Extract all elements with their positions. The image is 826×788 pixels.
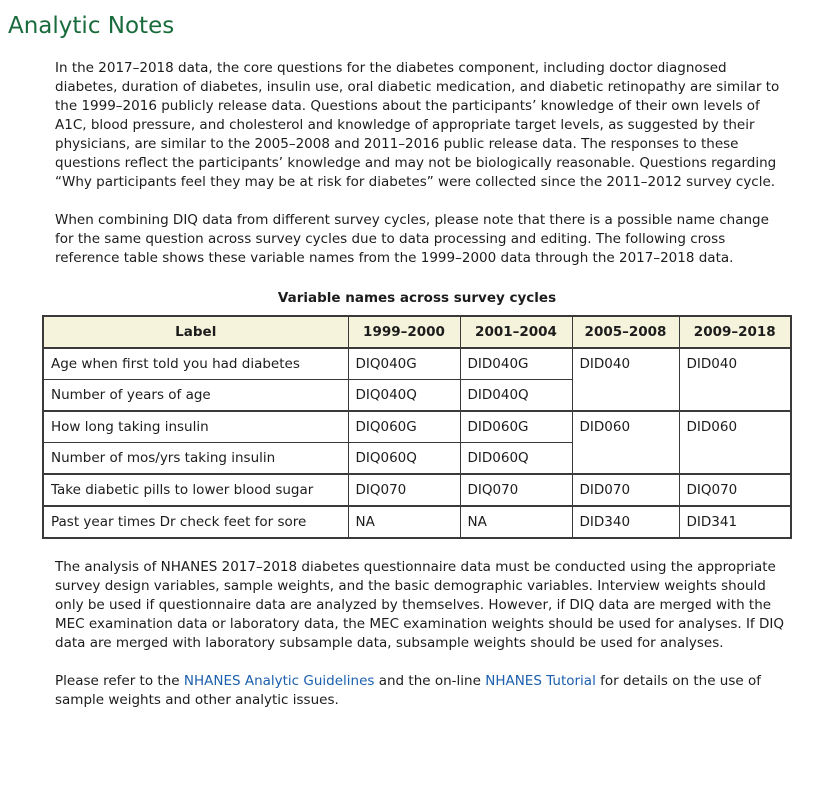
page-title: Analytic Notes — [8, 13, 175, 39]
table-cell: DID070 — [571, 473, 680, 507]
table-cell: DIQ070 — [347, 473, 461, 507]
table-cell: DID040Q — [459, 379, 573, 412]
table-cell: DID060Q — [459, 442, 573, 475]
row-label: How long taking insulin — [42, 410, 349, 443]
table-cell-rowspan: DID060 — [571, 410, 680, 475]
variable-names-table-section: Variable names across survey cycles Labe… — [42, 290, 792, 539]
nhanes-tutorial-link[interactable]: NHANES Tutorial — [485, 673, 596, 689]
row-label: Take diabetic pills to lower blood sugar — [42, 473, 349, 507]
row-label: Past year times Dr check feet for sore — [42, 505, 349, 539]
table-cell: DID040G — [459, 347, 573, 380]
table-cell: DID341 — [678, 505, 792, 539]
table-row: Age when first told you had diabetes DIQ… — [42, 347, 792, 412]
table-cell-rowspan: DID060 — [678, 410, 792, 475]
table-cell: NA — [347, 505, 461, 539]
table-cell-rowspan: DID040 — [571, 347, 680, 412]
paragraph-analysis-weights: The analysis of NHANES 2017–2018 diabete… — [55, 559, 784, 651]
text-run: for details on the use of sample weights… — [55, 673, 761, 708]
table-row: Take diabetic pills to lower blood sugar… — [42, 473, 792, 507]
table-cell: DIQ060Q — [347, 442, 461, 475]
column-header-2001-2004: 2001–2004 — [459, 315, 573, 349]
table-row: Number of years of age DIQ040Q DID040Q — [42, 379, 791, 412]
content-area: In the 2017–2018 data, the core question… — [42, 59, 792, 710]
table-row: How long taking insulin DIQ060G DID060G … — [42, 410, 792, 475]
table-cell: DIQ040G — [347, 347, 461, 380]
table-cell: DID340 — [571, 505, 680, 539]
table-caption: Variable names across survey cycles — [277, 290, 557, 306]
analytic-guidelines-link[interactable]: NHANES Analytic Guidelines — [183, 673, 375, 689]
variable-names-table: Label 1999–2000 2001–2004 2005–2008 2009… — [42, 315, 792, 539]
table-cell: DIQ060G — [347, 410, 461, 443]
table-cell: NA — [459, 505, 573, 539]
text-run: and the on-line — [374, 673, 486, 689]
table-cell: DID060G — [459, 410, 573, 443]
row-label: Number of mos/yrs taking insulin — [42, 442, 349, 475]
column-header-2005-2008: 2005–2008 — [571, 315, 680, 349]
row-label: Age when first told you had diabetes — [42, 347, 349, 380]
column-header-1999-2000: 1999–2000 — [347, 315, 461, 349]
analytic-notes-page: Analytic Notes In the 2017–2018 data, th… — [0, 13, 826, 749]
row-label: Number of years of age — [42, 379, 349, 412]
table-row: Number of mos/yrs taking insulin DIQ060Q… — [42, 442, 791, 475]
paragraph-references: Please refer to the NHANES Analytic Guid… — [55, 672, 788, 710]
table-cell: DIQ070 — [678, 473, 792, 507]
text-run: Please refer to the — [55, 673, 184, 689]
table-cell: DIQ070 — [459, 473, 573, 507]
paragraph-combining-data: When combining DIQ data from different s… — [55, 212, 769, 266]
table-cell: DIQ040Q — [347, 379, 461, 412]
table-cell-rowspan: DID040 — [678, 347, 792, 412]
column-header-2009-2018: 2009–2018 — [678, 315, 792, 349]
table-header-row: Label 1999–2000 2001–2004 2005–2008 2009… — [42, 315, 792, 349]
table-row: Past year times Dr check feet for sore N… — [42, 505, 792, 539]
paragraph-core-questions: In the 2017–2018 data, the core question… — [55, 60, 780, 190]
column-header-label: Label — [42, 315, 349, 349]
